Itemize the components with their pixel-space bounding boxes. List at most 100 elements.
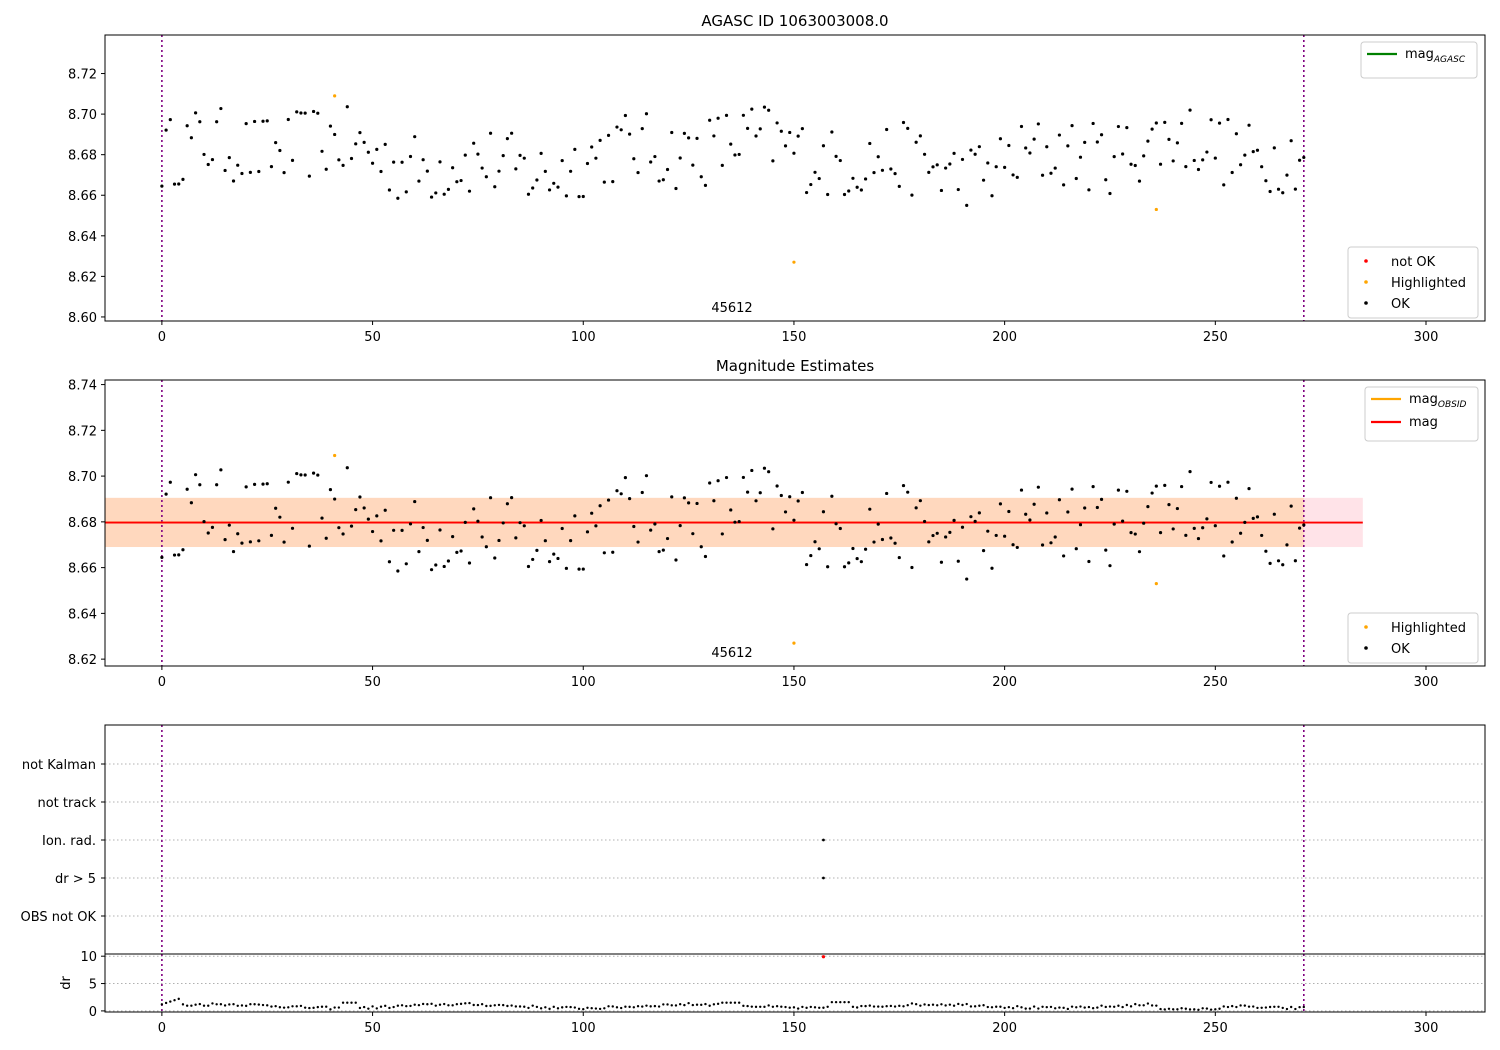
panel-1-y-tick-label: 8.70 — [68, 108, 97, 123]
dr-point — [1028, 1007, 1032, 1010]
ok-point — [1209, 118, 1213, 122]
ok-point — [1289, 504, 1293, 508]
ok-point — [539, 151, 543, 155]
dr-point — [674, 1004, 678, 1007]
ok-point — [560, 526, 564, 531]
panel-4-x-tick-label: 200 — [992, 1021, 1017, 1036]
ok-point — [168, 480, 172, 484]
panel-1-y-tick-label: 8.72 — [68, 68, 97, 83]
ok-point — [383, 508, 387, 512]
ok-point — [177, 553, 181, 557]
dr-point — [329, 1008, 332, 1011]
ok-point — [1302, 155, 1306, 160]
ok-point — [754, 499, 758, 503]
ok-point — [687, 501, 691, 505]
ok-point — [771, 527, 775, 531]
ok-point — [236, 163, 240, 167]
ok-point — [834, 154, 838, 159]
ok-point — [981, 178, 986, 182]
ok-point — [434, 191, 438, 195]
ok-point — [341, 163, 345, 167]
dr-point — [1058, 1006, 1061, 1009]
dr-point — [1037, 1007, 1040, 1010]
dr-point — [611, 1005, 614, 1008]
ok-point — [1297, 526, 1302, 530]
ok-point — [1133, 532, 1137, 536]
ok-point — [1095, 140, 1099, 144]
dr-point — [855, 1006, 859, 1009]
panel-2-x-tick-label: 300 — [1414, 675, 1439, 690]
dr-point — [1146, 1002, 1150, 1005]
ok-point — [311, 109, 316, 114]
dr-point — [1129, 1005, 1133, 1008]
ok-point — [1121, 519, 1125, 523]
ok-point — [644, 474, 649, 478]
dr-point — [826, 1005, 829, 1008]
dr-point — [788, 1006, 791, 1009]
panel-1-markers-legend-marker — [1364, 259, 1368, 263]
ok-point — [1015, 545, 1019, 550]
dr-point — [1108, 1005, 1112, 1008]
ok-point — [682, 496, 686, 500]
ok-point — [712, 134, 716, 138]
dr-point — [965, 1002, 968, 1006]
ok-point — [261, 482, 265, 486]
dr-point — [1007, 1005, 1011, 1009]
ok-point — [998, 502, 1003, 506]
ok-point — [986, 529, 990, 533]
ok-point — [375, 514, 379, 518]
ok-point — [935, 163, 939, 167]
ok-point — [510, 496, 514, 500]
panel-1-frame — [104, 34, 1486, 322]
dr-point — [683, 1003, 686, 1007]
ok-point — [906, 126, 910, 130]
ok-point — [1281, 191, 1285, 195]
dr-point — [590, 1007, 593, 1010]
ok-point — [1011, 543, 1015, 547]
dr-point — [1155, 1004, 1158, 1007]
dr-point — [1277, 1005, 1280, 1008]
dr-point — [240, 1004, 244, 1007]
dr-point — [539, 1007, 543, 1010]
ok-point — [804, 190, 809, 195]
ok-point — [876, 155, 880, 159]
dr-point — [851, 1005, 855, 1009]
ok-point — [1070, 487, 1074, 491]
dr-point — [889, 1004, 893, 1008]
ok-point — [223, 168, 227, 173]
dr-point — [430, 1002, 433, 1006]
ok-point — [387, 560, 392, 564]
ok-point — [1222, 554, 1226, 558]
dr-point — [443, 1002, 446, 1006]
dr-point — [552, 1005, 555, 1009]
ok-point — [796, 499, 800, 503]
ok-point — [1268, 189, 1272, 194]
ok-point — [172, 182, 177, 186]
ok-point — [804, 562, 809, 567]
dr-point — [1167, 1007, 1171, 1010]
dr-point — [999, 1005, 1002, 1008]
ok-point — [1036, 122, 1040, 126]
panel-4-y-tick-label: 5 — [89, 978, 97, 993]
dr-point — [805, 1006, 808, 1010]
ok-point — [501, 154, 505, 158]
ok-point — [716, 479, 720, 483]
panel-2-y-tick-label: 8.64 — [68, 607, 97, 622]
ok-point — [788, 495, 792, 499]
dr-point — [181, 1003, 185, 1006]
dr-point — [1252, 1005, 1255, 1008]
ok-point — [990, 194, 994, 198]
ok-point — [901, 120, 906, 125]
dr-point — [678, 1003, 682, 1006]
dr-point — [544, 1006, 547, 1009]
flags-panel: OBS not OK dr > 5 Ion. rad. not track not Ka… — [21, 724, 1486, 955]
ok-point — [998, 137, 1003, 141]
ok-point — [741, 113, 745, 117]
ok-point — [1116, 488, 1121, 492]
ok-point — [535, 548, 539, 552]
ok-point — [1180, 484, 1184, 489]
dr-point — [202, 1004, 206, 1007]
ok-point — [455, 180, 459, 184]
ok-point — [1281, 563, 1285, 567]
ok-point — [893, 541, 897, 545]
